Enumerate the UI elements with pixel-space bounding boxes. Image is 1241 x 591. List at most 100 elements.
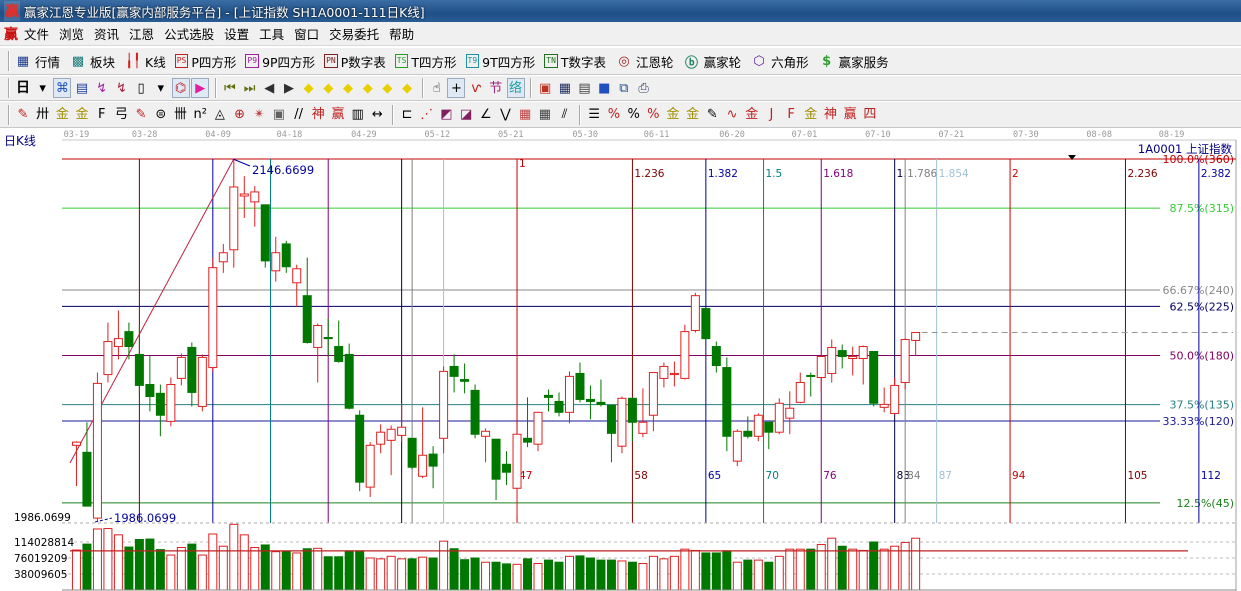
- ying-angle-icon[interactable]: 赢: [843, 107, 857, 122]
- zigzag-icon[interactable]: ⋁: [500, 107, 511, 122]
- gold-circle-icon[interactable]: 金: [666, 107, 680, 122]
- fibonacci-icon[interactable]: F: [98, 107, 106, 122]
- period-selector[interactable]: 日: [16, 80, 30, 96]
- toolbar-button-0[interactable]: ▦ 行情: [14, 52, 60, 71]
- toolbar-button-9[interactable]: ◎ 江恩轮: [615, 52, 673, 71]
- zoom-right-icon[interactable]: ◆: [323, 80, 334, 96]
- menu-item-9[interactable]: 帮助: [389, 27, 415, 42]
- grid-icon[interactable]: ▦: [519, 107, 532, 122]
- first-bar-icon[interactable]: ⏮: [224, 80, 236, 96]
- wave-9-icon[interactable]: ↯: [115, 80, 127, 96]
- menu-item-4[interactable]: 公式选股: [164, 27, 215, 42]
- toolbar-button-11[interactable]: ⬡ 六角形: [750, 52, 808, 71]
- hand-icon[interactable]: ☝: [432, 80, 441, 96]
- toolbar-grip[interactable]: [8, 104, 10, 125]
- toolbar-grip[interactable]: [8, 51, 10, 71]
- gold-angle-icon[interactable]: 金: [804, 107, 818, 122]
- menu-logo[interactable]: 赢: [4, 26, 18, 43]
- box-icon[interactable]: ⊏: [401, 107, 413, 122]
- angle-lines-icon[interactable]: //: [294, 107, 303, 122]
- notepad-icon[interactable]: ▤: [75, 80, 89, 96]
- gann-chart-icon[interactable]: ⌬: [171, 78, 190, 98]
- menu-item-2[interactable]: 资讯: [94, 27, 120, 42]
- menu-item-3[interactable]: 江恩: [129, 27, 155, 42]
- list-lines-icon[interactable]: ☰: [588, 107, 601, 122]
- grid-2-icon[interactable]: ▦: [538, 107, 552, 122]
- toolbar-button-8[interactable]: TN T数字表: [544, 52, 606, 71]
- pencil-lines-icon[interactable]: ✎: [706, 107, 718, 122]
- toolbar-button-10[interactable]: ⓑ 赢家轮: [683, 52, 741, 71]
- menu-item-0[interactable]: 文件: [24, 27, 50, 42]
- scroll-left-icon[interactable]: ◀: [264, 80, 275, 96]
- crosshair-icon[interactable]: +: [447, 78, 466, 98]
- toolbar-button-6[interactable]: TS T四方形: [394, 52, 457, 71]
- target-icon[interactable]: ⊕: [234, 107, 246, 122]
- menu-item-7[interactable]: 窗口: [294, 27, 320, 42]
- star-icon[interactable]: ✴: [253, 107, 265, 122]
- candle-dropdown-icon[interactable]: ▾: [157, 80, 165, 96]
- gann-square-icon[interactable]: ◪: [459, 107, 473, 122]
- shrink-v-icon[interactable]: ◆: [402, 80, 413, 96]
- gold-split-2-icon[interactable]: 金: [75, 107, 89, 122]
- weave-icon[interactable]: ⌘: [53, 78, 72, 98]
- spiral-icon[interactable]: 弓: [114, 107, 128, 122]
- ying-icon[interactable]: 赢: [331, 107, 345, 122]
- scroll-right-icon[interactable]: ▶: [283, 80, 294, 96]
- circle-cycle-icon[interactable]: ⊜: [155, 107, 167, 122]
- four-angle-icon[interactable]: 四: [863, 107, 877, 122]
- toolbar-grip[interactable]: [8, 78, 10, 98]
- hatch-icon[interactable]: ⫽: [561, 107, 568, 122]
- pen-measure-icon[interactable]: ✎: [135, 107, 147, 122]
- calendar-icon[interactable]: ▣: [539, 80, 552, 96]
- network-icon[interactable]: 络: [506, 78, 525, 98]
- period-dropdown-icon[interactable]: ▾: [39, 80, 46, 96]
- time-lines-icon[interactable]: 卌: [173, 107, 187, 122]
- menu-item-5[interactable]: 设置: [224, 27, 250, 42]
- toolbar-button-5[interactable]: PN P数字表: [324, 52, 386, 71]
- flag-icon[interactable]: ▶: [191, 78, 210, 98]
- j-angle-icon[interactable]: J: [769, 107, 774, 122]
- shen-angle-icon[interactable]: 神: [823, 107, 837, 122]
- zoom-left-icon[interactable]: ◆: [303, 80, 314, 96]
- print-icon[interactable]: ⎙: [638, 80, 649, 96]
- gold-lines-icon[interactable]: 金: [686, 107, 700, 122]
- toolbar-button-4[interactable]: P9 9P四方形: [245, 52, 315, 71]
- shrink-h-icon[interactable]: ◆: [362, 80, 373, 96]
- expand-v-icon[interactable]: ◆: [382, 80, 393, 96]
- expand-h-icon[interactable]: ◆: [343, 80, 353, 96]
- percent-lines-icon[interactable]: %: [647, 107, 660, 122]
- network-share-icon[interactable]: ⧉: [619, 80, 629, 96]
- candle-type-icon[interactable]: ▯: [137, 80, 145, 96]
- f-angle-icon[interactable]: F: [787, 107, 795, 122]
- gold-red-icon[interactable]: 金: [745, 107, 759, 122]
- notes-icon[interactable]: ▤: [578, 80, 591, 96]
- shen-icon[interactable]: 神: [311, 107, 325, 122]
- gann-angle-icon[interactable]: ∠: [479, 107, 492, 122]
- toolbar-button-12[interactable]: $ 赢家服务: [818, 52, 889, 71]
- parallel-lines-icon[interactable]: 卅: [36, 107, 50, 122]
- numbers-icon[interactable]: ▥: [351, 107, 364, 122]
- range-icon[interactable]: ↔: [371, 107, 383, 122]
- last-bar-icon[interactable]: ⏭: [243, 80, 256, 96]
- gold-split-icon[interactable]: 金: [55, 107, 69, 122]
- gann-box-icon[interactable]: ◩: [440, 107, 453, 122]
- toolbar-button-2[interactable]: ╽╿ K线: [124, 52, 166, 71]
- fan-icon[interactable]: ⋰: [420, 107, 434, 122]
- toolbar-button-7[interactable]: T9 9T四方形: [465, 52, 535, 71]
- calculator-icon[interactable]: ▦: [558, 80, 572, 96]
- toolbar-button-1[interactable]: ▩ 板块: [69, 52, 115, 71]
- save-icon[interactable]: ■: [598, 80, 611, 96]
- percent-red-icon[interactable]: %: [607, 107, 621, 122]
- pen-icon[interactable]: ✎: [17, 107, 29, 122]
- n-square-icon[interactable]: n²: [193, 107, 207, 122]
- wave-3-icon[interactable]: ↯: [96, 80, 108, 96]
- percent-icon[interactable]: %: [627, 107, 640, 122]
- square-box-icon[interactable]: ▣: [272, 107, 286, 122]
- wave-lines-icon[interactable]: ∿: [726, 107, 738, 122]
- menu-item-6[interactable]: 工具: [259, 27, 285, 42]
- node-icon[interactable]: 节: [489, 80, 503, 96]
- triangle-icon[interactable]: ◬: [214, 107, 225, 122]
- toolbar-button-3[interactable]: PS P四方形: [174, 52, 236, 71]
- menu-item-8[interactable]: 交易委托: [329, 27, 380, 42]
- menu-item-1[interactable]: 浏览: [59, 27, 85, 42]
